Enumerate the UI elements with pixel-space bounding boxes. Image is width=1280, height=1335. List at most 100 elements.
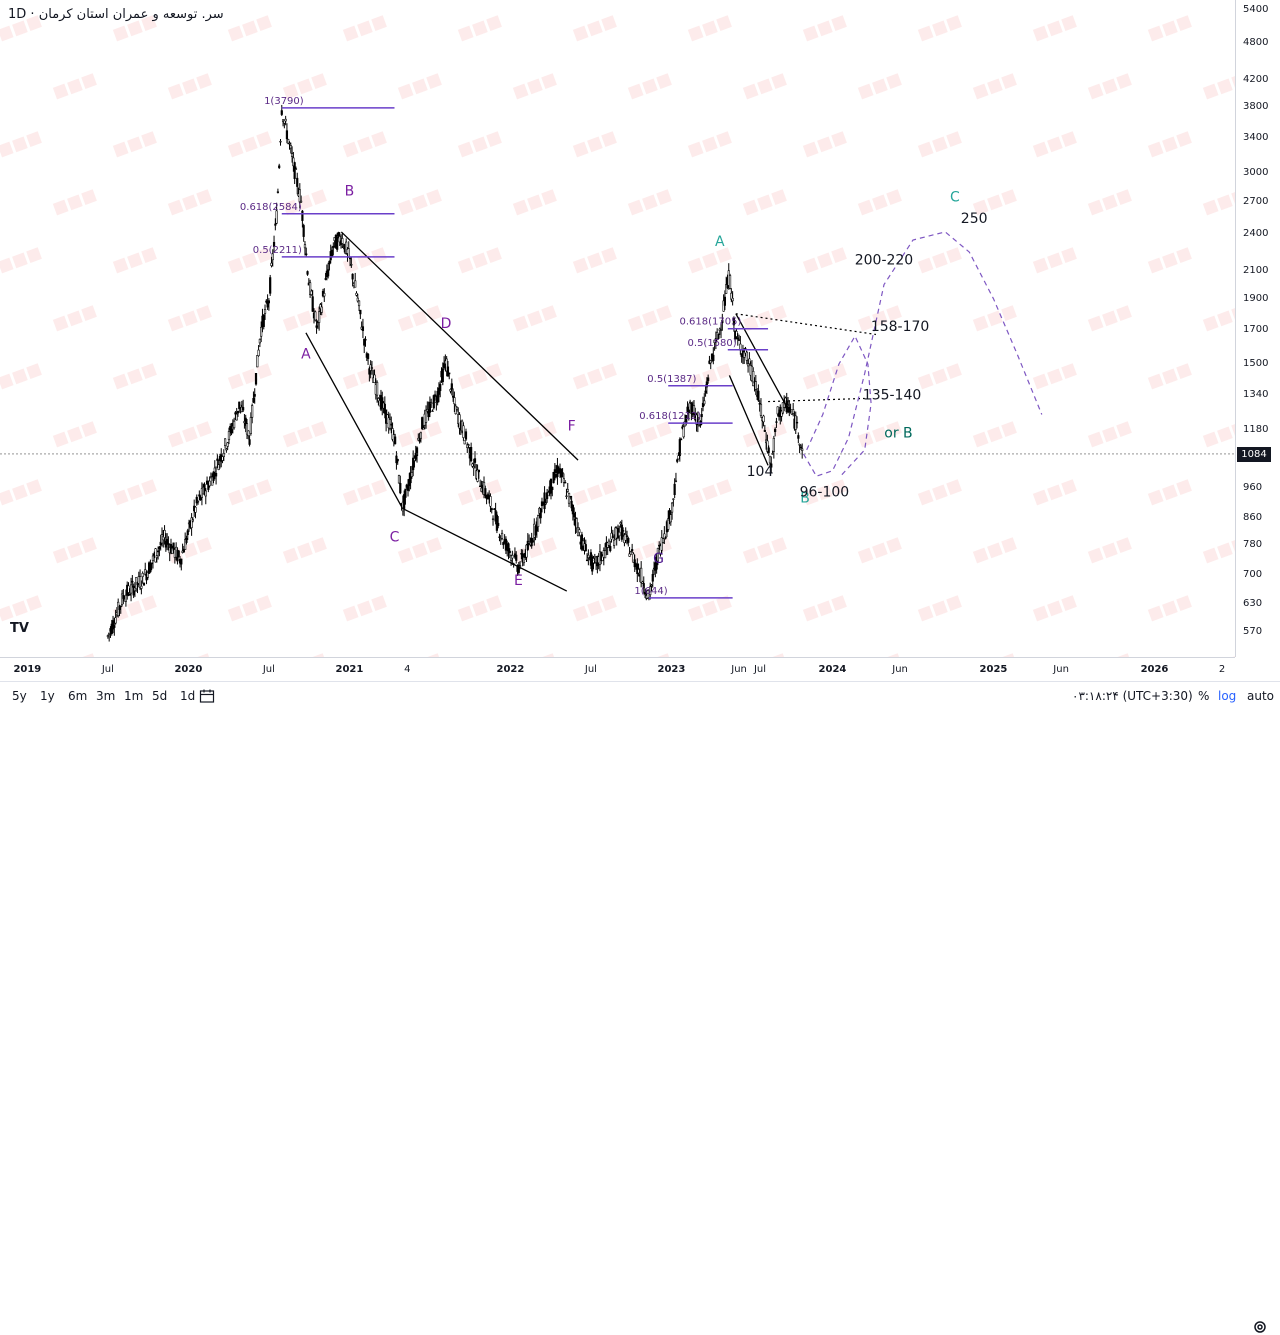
candle-body bbox=[493, 508, 496, 510]
svg-text:■■■: ■■■ bbox=[1145, 10, 1194, 43]
candle-body bbox=[205, 480, 209, 485]
candle-body bbox=[327, 269, 330, 277]
log-toggle[interactable]: log bbox=[1218, 689, 1237, 703]
candle-body bbox=[195, 496, 198, 504]
candle-body bbox=[298, 189, 301, 203]
svg-text:■■■: ■■■ bbox=[570, 126, 619, 159]
candle-body bbox=[799, 446, 802, 449]
svg-text:■■■: ■■■ bbox=[970, 532, 1019, 565]
candle-body bbox=[712, 354, 715, 361]
candle-body bbox=[798, 443, 801, 446]
candle-body bbox=[140, 585, 143, 589]
candle-body bbox=[752, 371, 755, 387]
candle-body bbox=[507, 543, 510, 552]
candle-body bbox=[141, 572, 144, 578]
candle-body bbox=[669, 514, 672, 523]
price-tick-label: 1900 bbox=[1243, 292, 1269, 304]
fib-level-label: 0.5(1387) bbox=[647, 374, 696, 385]
timeframe-button-1y[interactable]: 1y bbox=[40, 689, 55, 703]
timeframe-button-1d[interactable]: 1d bbox=[180, 689, 196, 703]
candle-body bbox=[309, 282, 312, 295]
candle-body bbox=[801, 448, 804, 451]
candle-body bbox=[390, 423, 393, 426]
calendar-icon[interactable] bbox=[199, 688, 215, 704]
candle-body bbox=[275, 210, 278, 224]
candle-body bbox=[262, 314, 265, 327]
svg-text:■■■: ■■■ bbox=[395, 68, 444, 101]
candle-body bbox=[432, 395, 435, 409]
price-axis[interactable]: 570 630 700 780 860 960 1180 1340 1500 1700 1900 21… bbox=[1235, 0, 1280, 657]
candle-body bbox=[620, 524, 623, 540]
candle-body bbox=[361, 326, 365, 331]
candle-body bbox=[274, 223, 277, 226]
fib-level-label: 1(3790) bbox=[264, 96, 304, 107]
alt-projection-path bbox=[806, 334, 872, 477]
candle-body bbox=[770, 463, 773, 468]
candle-body bbox=[477, 469, 480, 473]
candle-body bbox=[348, 257, 352, 260]
price-tick-label: 1340 bbox=[1243, 389, 1269, 401]
svg-text:■■■: ■■■ bbox=[110, 474, 159, 507]
price-chart[interactable]: ■■■ ■■■ ■■■ ■■■ ■■■ ■■■ ■■■ ■■■ ■■■ ■■■ ■■■ ■■■ ■■■ ■… bbox=[0, 0, 1235, 657]
time-tick-label: 2 bbox=[1218, 664, 1226, 675]
svg-text:■■■: ■■■ bbox=[1030, 358, 1079, 391]
candle-body bbox=[336, 236, 339, 250]
candle-body bbox=[289, 145, 292, 149]
candle-body bbox=[284, 118, 287, 122]
svg-text:■■■: ■■■ bbox=[1085, 648, 1134, 657]
svg-text:■■■: ■■■ bbox=[1085, 300, 1134, 333]
svg-text:■■■: ■■■ bbox=[50, 184, 99, 217]
timeframe-button-1m[interactable]: 1m bbox=[124, 689, 144, 703]
candle-body bbox=[155, 555, 158, 558]
svg-text:■■■: ■■■ bbox=[1200, 184, 1235, 217]
svg-text:■■■: ■■■ bbox=[0, 358, 44, 391]
svg-text:■■■: ■■■ bbox=[1085, 68, 1134, 101]
wave-label: C bbox=[390, 529, 400, 545]
price-tick-label: 630 bbox=[1243, 597, 1263, 609]
candle-body bbox=[415, 447, 419, 456]
time-axis[interactable]: 2019 Jul 2020 Jul 2021 4 2022 Jul 2023 Jun Jul 2024… bbox=[0, 657, 1266, 1333]
tradingview-logo[interactable]: TV bbox=[10, 621, 29, 636]
candle-body bbox=[676, 459, 679, 462]
candle-body bbox=[190, 517, 193, 529]
candle-body bbox=[397, 475, 401, 484]
candle-body bbox=[619, 522, 622, 525]
timeframe-button-5d[interactable]: 5d bbox=[152, 689, 168, 703]
clock-readout[interactable]: ۰۳:۱۸:۲۴ (UTC+3:30) bbox=[1072, 689, 1193, 703]
candle-body bbox=[226, 442, 229, 447]
chart-area[interactable]: ■■■ ■■■ ■■■ ■■■ ■■■ ■■■ ■■■ ■■■ ■■■ ■■■ ■■■ ■■■ ■■■ ■… bbox=[0, 0, 1235, 657]
candle-body bbox=[222, 452, 225, 457]
svg-text:■■■: ■■■ bbox=[800, 126, 849, 159]
candle-body bbox=[578, 529, 581, 533]
candle-body bbox=[640, 567, 643, 583]
svg-text:■■■: ■■■ bbox=[0, 242, 44, 275]
candle-body bbox=[260, 326, 263, 337]
candle-body bbox=[421, 417, 424, 430]
percent-toggle[interactable]: % bbox=[1198, 689, 1210, 703]
candle-body bbox=[497, 522, 500, 526]
gear-icon[interactable] bbox=[1252, 1319, 1268, 1335]
svg-text:■■■: ■■■ bbox=[970, 300, 1019, 333]
candle-body bbox=[754, 381, 757, 390]
candle-body bbox=[449, 389, 452, 392]
svg-text:■■■: ■■■ bbox=[225, 126, 274, 159]
svg-text:■■■: ■■■ bbox=[0, 474, 44, 507]
candle-body bbox=[288, 142, 291, 144]
time-tick-label: 2025 bbox=[979, 664, 1008, 675]
svg-text:■■■: ■■■ bbox=[340, 10, 389, 43]
candle-body bbox=[180, 558, 183, 565]
candle-body bbox=[276, 191, 280, 193]
candle-body bbox=[607, 540, 611, 546]
timeframe-button-3m[interactable]: 3m bbox=[96, 689, 116, 703]
candle-body bbox=[674, 480, 678, 482]
timeframe-button-6m[interactable]: 6m bbox=[68, 689, 88, 703]
timeframe-button-5y[interactable]: 5y bbox=[12, 689, 27, 703]
candle-body bbox=[225, 448, 228, 451]
candle-body bbox=[119, 605, 122, 608]
projection-path bbox=[802, 231, 1043, 477]
candle-body bbox=[491, 518, 495, 520]
candle-body bbox=[396, 458, 399, 462]
symbol-title[interactable]: 1D · سر. توسعه و عمران استان کرمان bbox=[8, 7, 224, 22]
auto-toggle[interactable]: auto bbox=[1247, 689, 1275, 703]
annotation-label: 200-220 bbox=[855, 253, 914, 269]
